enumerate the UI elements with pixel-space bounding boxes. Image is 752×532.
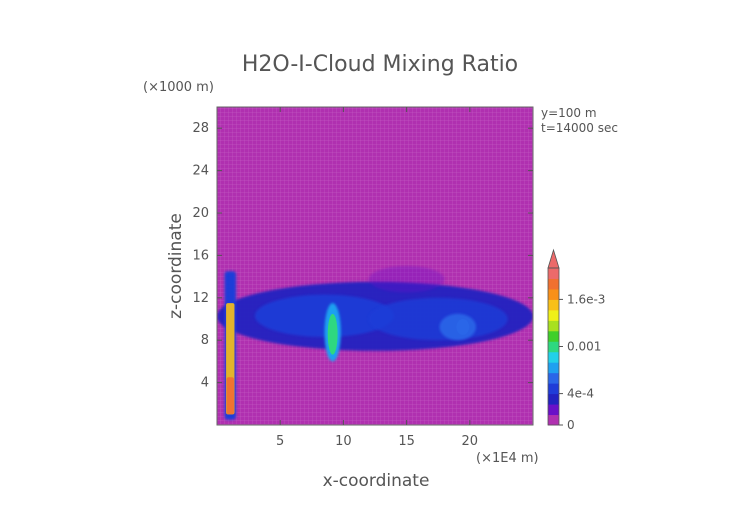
colorbar: 0 4e-4 0.001 1.6e-3 [547, 248, 605, 432]
colorbar-swatch [548, 309, 559, 321]
x-tick-label: 15 [398, 434, 415, 449]
plot-grid-texture [217, 107, 533, 425]
y-tick-label: 8 [201, 333, 209, 348]
y-axis: 4 8 12 16 20 24 28 [192, 121, 533, 391]
y-tick-label: 12 [192, 291, 209, 306]
colorbar-tick-label: 1.6e-3 [567, 292, 605, 306]
annotation-y: y=100 m [541, 106, 597, 120]
x-tick-label: 20 [462, 434, 479, 449]
feature-anvil-top [368, 266, 445, 293]
colorbar-swatch [548, 278, 559, 290]
colorbar-swatch [548, 341, 559, 353]
x-axis: 5 10 15 20 [276, 107, 478, 449]
feature-core-near-x-19-core [456, 319, 470, 335]
annotation-block: y=100 m t=14000 sec [541, 106, 618, 135]
x-tick-label: 10 [335, 434, 352, 449]
feature-core-near-x-9-core [327, 313, 338, 355]
colorbar-swatch [548, 288, 559, 300]
colorbar-swatch [548, 330, 559, 342]
y-tick-label: 16 [192, 248, 209, 263]
colorbar-swatch [548, 393, 559, 405]
colorbar-swatch [548, 320, 559, 332]
colorbar-swatch [548, 372, 559, 384]
colorbar-extend-arrow [547, 248, 560, 269]
x-unit-label: (×1E4 m) [476, 451, 539, 466]
colorbar-swatch [548, 351, 559, 363]
feature-cloud-layer-inner-2 [368, 297, 508, 341]
x-axis-label: x-coordinate [323, 471, 430, 491]
colorbar-swatch [548, 362, 559, 374]
y-tick-label: 28 [192, 121, 209, 136]
colorbar-swatch [548, 383, 559, 395]
colorbar-swatch [548, 404, 559, 416]
chart-title: H2O-I-Cloud Mixing Ratio [242, 52, 518, 77]
colorbar-swatch [548, 268, 559, 279]
y-unit-label: (×1000 m) [143, 80, 214, 95]
annotation-t: t=14000 sec [541, 121, 618, 135]
colorbar-tick-label: 0.001 [567, 340, 601, 354]
heatmap-features [217, 266, 533, 420]
colorbar-swatch [548, 414, 559, 426]
plot-area [216, 106, 534, 426]
y-axis-label: z-coordinate [166, 213, 186, 319]
colorbar-tick-label: 0 [567, 418, 575, 432]
feature-cloud-layer-inner [254, 294, 394, 338]
feature-left-column-peak [226, 377, 234, 415]
colorbar-swatch [548, 299, 559, 311]
plot-frame [216, 106, 534, 426]
y-tick-label: 20 [192, 206, 209, 221]
y-tick-label: 24 [192, 164, 209, 179]
y-tick-label: 4 [201, 376, 209, 391]
x-tick-label: 5 [276, 434, 284, 449]
colorbar-tick-label: 4e-4 [567, 387, 594, 401]
